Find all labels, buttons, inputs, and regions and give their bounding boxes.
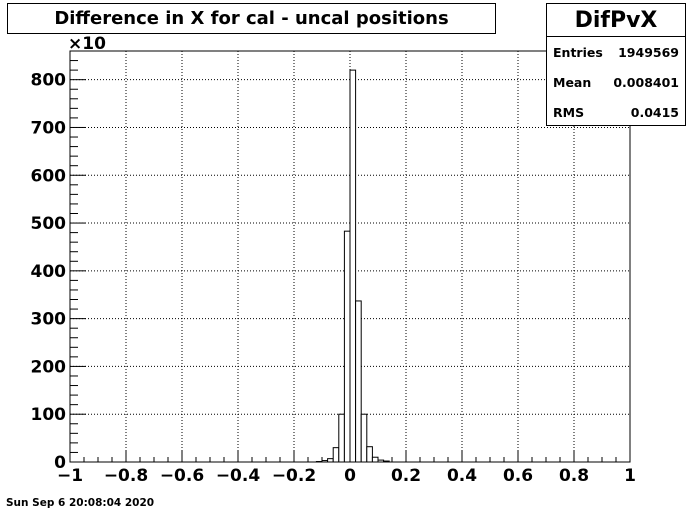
histogram-bin	[355, 300, 362, 463]
rms-value: 0.0415	[630, 104, 679, 120]
histogram-bin	[366, 446, 373, 463]
x-tick-label: −0.8	[104, 466, 148, 486]
x-tick-label: −0.6	[160, 466, 204, 486]
x-tick-label: 0.2	[391, 466, 421, 486]
axis-ticks	[69, 50, 631, 463]
y-axis-multiplier: ×10	[68, 34, 106, 54]
histogram-bin	[349, 69, 357, 463]
histogram-bin	[338, 413, 345, 463]
y-tick-labels: 0 100 200 300 400 500 600 700 800	[31, 71, 67, 473]
x-tick-labels: −1 −0.8 −0.6 −0.4 −0.2 0 0.2 0.4 0.6 0.8 1	[57, 466, 636, 486]
x-tick-label: −1	[57, 466, 83, 486]
y-tick-label: 200	[31, 357, 67, 377]
x-tick-label: −0.4	[216, 466, 261, 486]
y-tick-label: 600	[31, 166, 67, 186]
histogram-bin	[321, 460, 329, 463]
stats-row-mean: Mean 0.008401	[547, 67, 685, 97]
y-tick-label: 0	[54, 453, 66, 473]
chart-title: Difference in X for cal - uncal position…	[7, 3, 496, 34]
y-tick-label: 500	[31, 214, 67, 234]
histogram-bars	[315, 69, 390, 463]
histogram-bin	[371, 456, 379, 463]
stats-box: DifPvX Entries 1949569 Mean 0.008401 RMS…	[546, 3, 686, 126]
mean-label: Mean	[553, 74, 592, 90]
entries-label: Entries	[553, 44, 603, 60]
histogram-bin	[332, 447, 340, 463]
x-tick-label: 1	[624, 466, 636, 486]
x-tick-label: 0	[344, 466, 356, 486]
entries-value: 1949569	[618, 44, 679, 60]
histogram-bin	[343, 230, 351, 463]
y-tick-label: 400	[31, 262, 67, 282]
rms-label: RMS	[553, 104, 585, 120]
histogram-bin	[327, 458, 334, 463]
histogram-bin	[360, 413, 368, 463]
stats-row-entries: Entries 1949569	[547, 37, 685, 67]
mean-value: 0.008401	[613, 74, 679, 90]
y-tick-label: 300	[31, 310, 67, 330]
chart-title-text: Difference in X for cal - uncal position…	[54, 8, 449, 29]
timestamp: Sun Sep 6 20:08:04 2020	[6, 497, 155, 509]
x-tick-label: 0.4	[447, 466, 477, 486]
y-tick-label: 100	[31, 405, 67, 425]
histogram-bin	[383, 460, 390, 463]
y-tick-label: 700	[31, 118, 67, 138]
histogram-bin	[377, 459, 385, 463]
stats-row-rms: RMS 0.0415	[547, 97, 685, 127]
stats-histogram-name: DifPvX	[547, 4, 685, 37]
x-tick-label: −0.2	[272, 466, 316, 486]
x-tick-label: 0.8	[559, 466, 589, 486]
x-tick-label: 0.6	[503, 466, 533, 486]
y-tick-label: 800	[31, 71, 67, 91]
